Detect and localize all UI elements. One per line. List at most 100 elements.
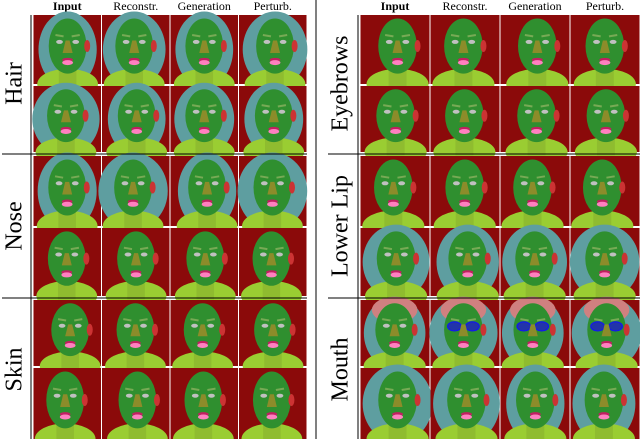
ear [619, 181, 626, 194]
eye [208, 109, 216, 114]
face-mask [570, 364, 640, 439]
nose [601, 324, 612, 337]
eyebrow [399, 104, 409, 108]
face-mask [430, 224, 500, 311]
nose [600, 110, 611, 123]
column-header: Reconstr. [443, 0, 488, 13]
face-mask [33, 11, 101, 100]
nose [199, 40, 210, 53]
face-mask [239, 82, 307, 167]
nose [129, 40, 140, 53]
eyebrow [276, 175, 285, 179]
eyebrow [69, 387, 78, 391]
eyebrow [468, 104, 477, 108]
nose [527, 181, 538, 195]
eye [542, 39, 550, 44]
ear [150, 40, 157, 53]
column-header: Perturb. [254, 0, 292, 13]
face-mask [239, 228, 307, 311]
eyebrow [208, 34, 217, 38]
ear [153, 393, 160, 406]
column-header: Generation [178, 0, 231, 13]
lower-lip [128, 60, 140, 66]
ear [220, 109, 227, 122]
lower-lip [600, 129, 612, 135]
ear [83, 252, 90, 265]
eye [525, 39, 533, 44]
eye [383, 109, 391, 114]
nose [598, 394, 609, 408]
eyebrow [70, 246, 80, 251]
eye [278, 109, 286, 114]
eye [524, 109, 532, 114]
eyebrow [467, 34, 477, 38]
eyebrow [125, 387, 134, 391]
lower-lip [529, 414, 541, 420]
eyebrow [450, 318, 460, 322]
nose [527, 324, 538, 337]
face-mask [102, 11, 170, 100]
eyebrow [276, 318, 286, 322]
eye [125, 393, 133, 398]
eyebrow [453, 387, 463, 391]
eyebrow [55, 34, 64, 38]
eyebrow [191, 34, 201, 38]
eyebrow [208, 104, 217, 108]
eye [276, 393, 284, 398]
lower-lip [596, 201, 608, 207]
lower-lip [130, 343, 141, 349]
face-mask [237, 152, 308, 242]
eyebrow [121, 34, 131, 38]
eyebrow [275, 387, 285, 391]
eye [53, 393, 61, 398]
lower-lip [267, 343, 279, 349]
nose [268, 110, 279, 123]
eye [471, 393, 479, 398]
eye [452, 181, 460, 186]
eye [71, 181, 79, 186]
eyebrow [123, 318, 132, 322]
lower-lip [198, 129, 210, 135]
ear [549, 181, 556, 194]
face-mask [500, 86, 570, 167]
lower-lip [531, 129, 543, 135]
eyebrow [382, 318, 391, 322]
nose [132, 394, 143, 408]
eyebrow [451, 104, 461, 108]
eye [452, 109, 460, 114]
ear [290, 109, 297, 122]
face-mask [170, 82, 238, 167]
ear [620, 393, 627, 406]
eye [55, 181, 63, 186]
eyebrow [397, 175, 406, 179]
eye [402, 393, 410, 398]
lower-lip [64, 343, 76, 349]
ear [83, 181, 90, 194]
ear [481, 109, 488, 122]
eyebrow [260, 318, 270, 322]
eyebrow [609, 104, 619, 108]
lower-lip [130, 272, 142, 278]
ear [219, 323, 226, 336]
lower-lip [198, 60, 210, 66]
ear [481, 181, 488, 194]
ear [151, 323, 158, 336]
eyebrow [139, 246, 149, 251]
eye [277, 323, 285, 328]
ear [411, 323, 418, 336]
eyebrow [522, 387, 532, 391]
eye [610, 109, 618, 114]
eye [209, 39, 216, 44]
lower-lip [266, 272, 277, 278]
eye [468, 39, 476, 44]
eye [520, 181, 528, 186]
eye [469, 181, 477, 186]
eyebrow [450, 34, 460, 38]
eyebrow [191, 387, 200, 391]
eye [537, 181, 545, 186]
eye [142, 393, 149, 398]
nose [270, 40, 281, 53]
face-mask [33, 368, 101, 439]
nose [198, 394, 209, 408]
